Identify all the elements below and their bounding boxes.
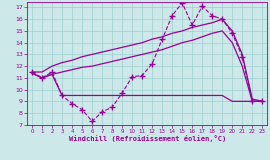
X-axis label: Windchill (Refroidissement éolien,°C): Windchill (Refroidissement éolien,°C) [69,135,226,142]
